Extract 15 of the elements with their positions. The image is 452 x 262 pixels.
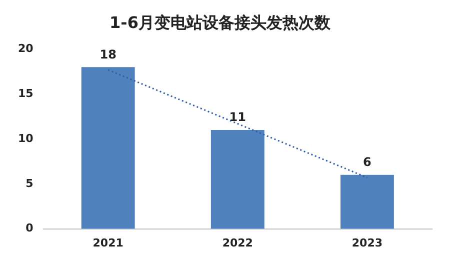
y-tick-label: 20 [18,42,34,56]
bar [81,67,135,229]
chart-title: 1-6月变电站设备接头发热次数 [110,12,332,32]
x-tick-label: 2023 [352,236,383,250]
data-label: 11 [229,110,246,124]
x-tick-label: 2022 [222,236,253,250]
y-tick-label: 10 [18,132,34,145]
bar [210,130,264,229]
data-label: 18 [100,47,116,62]
data-label: 6 [363,155,372,170]
y-tick-label: 15 [18,86,34,100]
y-tick-label: 0 [26,222,34,235]
x-tick-label: 2021 [92,236,124,250]
y-tick-label: 5 [26,176,34,190]
bar [340,174,394,229]
